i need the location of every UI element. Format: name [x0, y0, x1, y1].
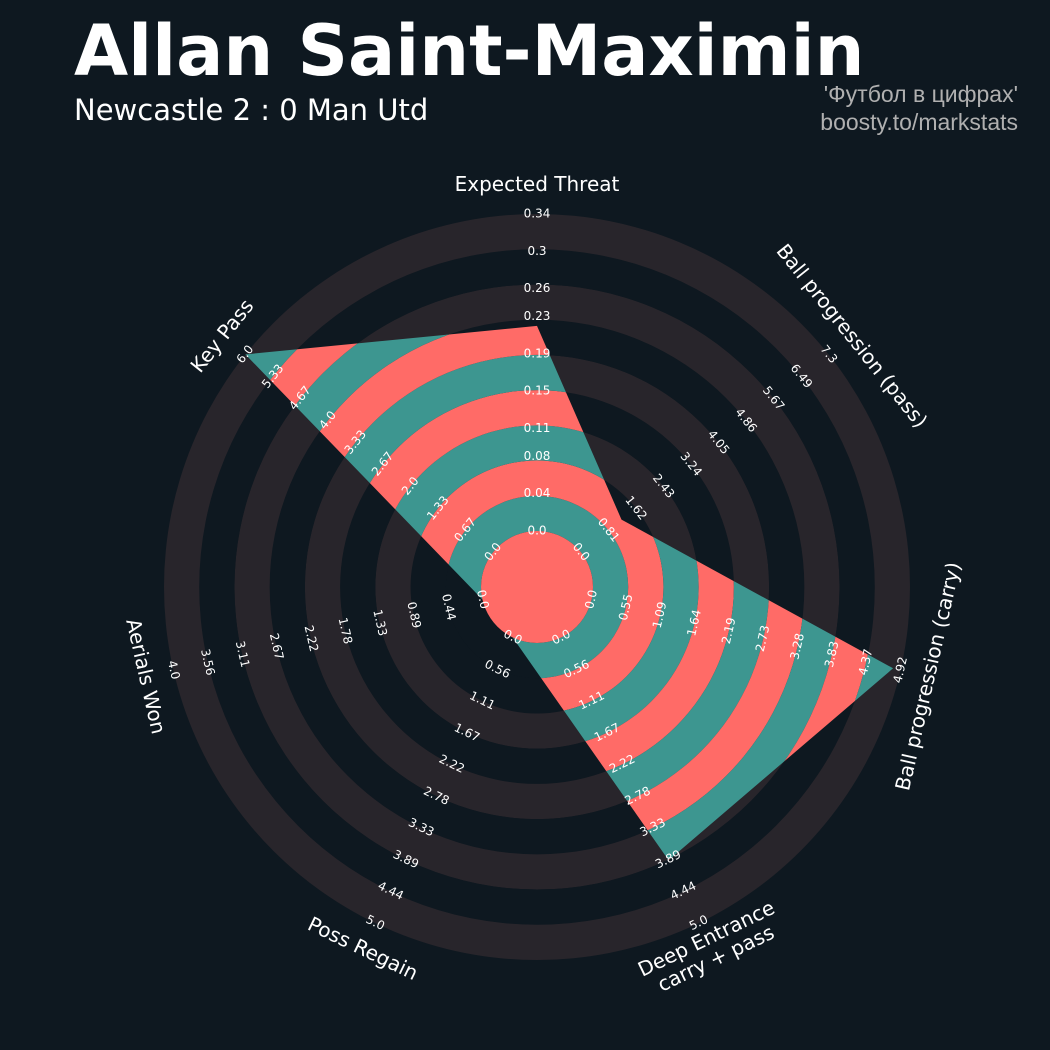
- tick-label: 0.34: [524, 207, 551, 221]
- credit: 'Футбол в цифрах': [824, 81, 1018, 107]
- tick-label: 2.19: [719, 616, 739, 645]
- tick-label: 1.64: [684, 608, 704, 637]
- tick-label: 3.11: [233, 640, 253, 669]
- tick-label: 0.0: [474, 588, 492, 610]
- tick-label: 4.92: [890, 655, 910, 684]
- tick-label: 1.09: [650, 600, 670, 629]
- tick-label: 2.73: [753, 624, 773, 653]
- tick-label: 1.33: [370, 608, 390, 637]
- tick-label: 0.04: [524, 486, 551, 500]
- param-label: Aerials Won: [122, 616, 172, 736]
- chart-title: Allan Saint-Maximin: [74, 10, 864, 92]
- tick-label: 0.0: [582, 588, 600, 610]
- credit: boosty.to/markstats: [820, 109, 1018, 135]
- tick-label: 2.67: [267, 632, 287, 661]
- tick-label: 0.44: [439, 593, 459, 622]
- param-label-line: Expected Threat: [455, 172, 620, 196]
- tick-label: 0.3: [527, 244, 546, 258]
- tick-label: 4.37: [856, 647, 876, 676]
- param-label: Expected Threat: [455, 172, 620, 196]
- chart-subtitle: Newcastle 2 : 0 Man Utd: [74, 93, 428, 127]
- param-label-line: Aerials Won: [122, 616, 172, 736]
- tick-label: 3.83: [822, 640, 842, 669]
- center-circle: [481, 531, 593, 643]
- tick-label: 0.08: [524, 449, 551, 463]
- tick-label: 0.11: [524, 421, 551, 435]
- tick-label: 0.26: [524, 281, 551, 295]
- tick-label: 3.28: [787, 632, 807, 661]
- tick-label: 2.22: [302, 624, 322, 653]
- tick-label: 0.15: [524, 384, 551, 398]
- tick-label: 3.56: [198, 648, 218, 677]
- tick-label: 0.23: [524, 309, 551, 323]
- tick-label: 0.0: [527, 524, 546, 538]
- tick-label: 0.19: [524, 346, 551, 360]
- tick-label: 0.55: [616, 593, 636, 622]
- tick-label: 0.89: [404, 600, 424, 629]
- tick-label: 4.0: [165, 659, 183, 681]
- tick-label: 1.78: [336, 616, 356, 645]
